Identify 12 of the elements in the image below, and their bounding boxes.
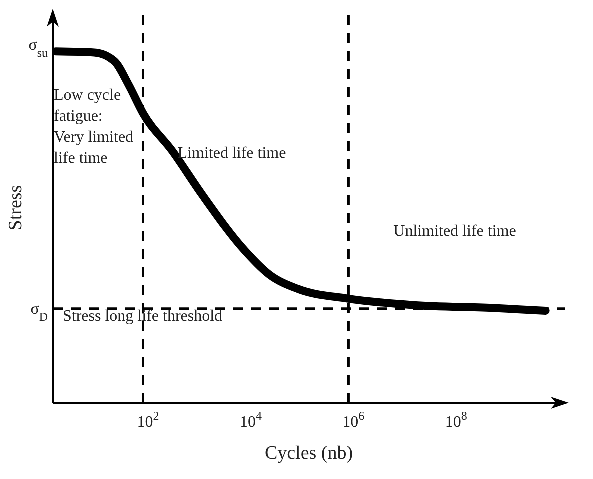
annotation: Low cycle fatigue: Very limited life time bbox=[54, 87, 134, 167]
x-tick-label: 10$^{8}$ bbox=[445, 409, 468, 431]
text: σ$_{D}$ bbox=[30, 301, 48, 324]
y-axis-title: Stress bbox=[6, 185, 27, 231]
annotation: Limited life time bbox=[178, 145, 286, 162]
annotation: Unlimited life time bbox=[394, 223, 516, 240]
text: σ$_{su}$ bbox=[28, 37, 48, 60]
x-tick-label: 10$^{6}$ bbox=[342, 409, 365, 431]
ref-line-label: Stress long life threshold bbox=[63, 308, 223, 325]
x-tick-label: 10$^{4}$ bbox=[240, 409, 262, 431]
x-tick-label: 10$^{2}$ bbox=[137, 409, 160, 431]
x-axis-title: Cycles (nb) bbox=[264, 443, 354, 464]
